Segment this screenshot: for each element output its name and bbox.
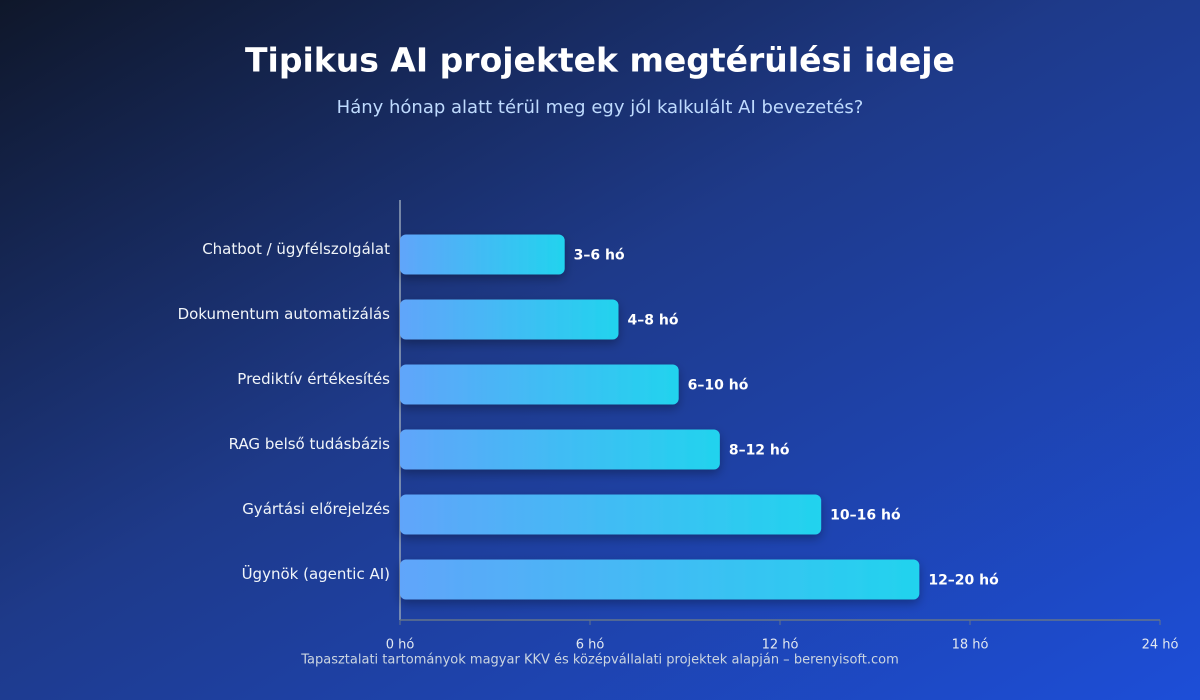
value-label: 10–16 hó [830,508,901,524]
bar [400,494,822,535]
bar [400,234,565,275]
x-tick-label: 6 hó [576,638,605,653]
x-tick-label: 24 hó [1142,638,1179,653]
x-tick-label: 18 hó [952,638,989,653]
footnote: Tapasztalati tartományok magyar KKV és k… [300,653,899,668]
y-tick-label: Dokumentum automatizálás [178,305,391,323]
y-tick-label: RAG belső tudásbázis [229,435,391,453]
y-tick-label: Gyártási előrejelzés [242,500,390,518]
value-label: 3–6 hó [574,248,625,264]
value-label: 8–12 hó [729,443,790,459]
y-tick-label: Chatbot / ügyfélszolgálat [202,240,390,258]
x-tick-label: 12 hó [762,638,799,653]
value-label: 4–8 hó [628,313,679,329]
bar [400,429,720,470]
x-tick-label: 0 hó [386,638,415,653]
chart-subtitle: Hány hónap alatt térül meg egy jól kalku… [337,97,864,118]
bar [400,559,920,600]
bar [400,364,679,405]
chart-title: Tipikus AI projektek megtérülési ideje [245,41,955,80]
y-tick-label: Ügynök (agentic AI) [242,564,390,583]
value-label: 12–20 hó [928,573,999,589]
y-tick-label: Prediktív értékesítés [237,370,390,388]
value-label: 6–10 hó [688,378,749,394]
bar [400,299,619,340]
